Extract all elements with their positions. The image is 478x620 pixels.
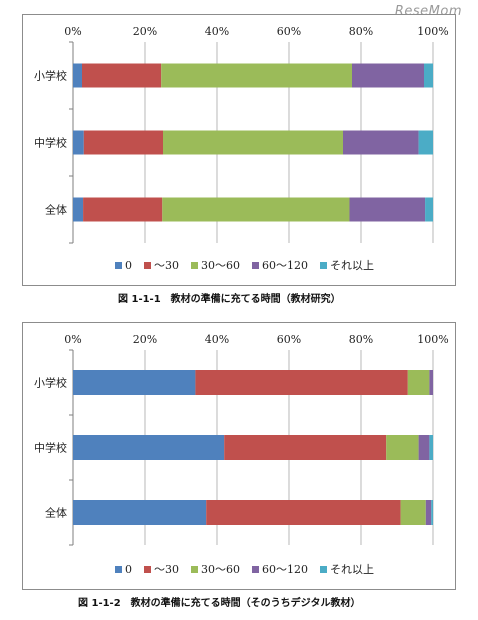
chart2-legend-label: 60～120 [262, 563, 308, 576]
chart1-caption: 図 1-1-1 教材の準備に充てる時間（教材研究） [118, 294, 341, 305]
chart-digital-material: 0% 20% 40% 60% 80% 100% 小学校中学校全体 0 ～30 30～60 60～12… [22, 322, 456, 590]
chart1-bar-segment [73, 130, 84, 155]
chart1-bar-segment [425, 197, 433, 222]
chart1-bar-segment [343, 130, 419, 155]
chart2-tick-label: 80% [349, 333, 373, 346]
chart2-legend-swatch [252, 566, 259, 573]
chart2-bar-segment [429, 435, 433, 460]
chart1-legend-swatch [320, 262, 327, 269]
chart2-bar-segment [429, 370, 433, 395]
chart-teaching-material-research: 0% 20% 40% 60% 80% 100% 小学校中学校全体 0 ～30 30～60 60～12… [22, 14, 456, 286]
chart1-bar-segment [418, 130, 433, 155]
chart2-tick-label: 0% [64, 333, 81, 346]
chart2-bar-segment [73, 435, 225, 460]
chart2-caption: 図 1-1-2 教材の準備に充てる時間（そのうちデジタル教材） [78, 598, 361, 609]
chart2-bar-segment [73, 500, 207, 525]
chart2-legend-label: 30～60 [201, 563, 240, 576]
chart2-bar-segment [431, 500, 433, 525]
chart1-bar-segment [349, 197, 426, 222]
chart1-tick-label: 0% [64, 25, 81, 38]
chart1-legend-swatch [191, 262, 198, 269]
chart1-bar-segment [82, 63, 162, 88]
chart1-tick-label: 100% [417, 25, 448, 38]
chart2-bar-segment [224, 435, 387, 460]
chart2-tick-label: 40% [205, 333, 229, 346]
chart2-legend-swatch [115, 566, 122, 573]
chart2-category-label: 全体 [45, 506, 67, 520]
chart2-legend-swatch [320, 566, 327, 573]
chart1-bar-segment [83, 197, 163, 222]
chart1-tick-label: 60% [277, 25, 301, 38]
chart1-category-label: 中学校 [34, 136, 67, 150]
chart1-bar-segment [424, 63, 433, 88]
chart1-category-label: 全体 [45, 203, 67, 217]
chart1-legend-label: それ以上 [330, 259, 374, 272]
chart1-bar-segment [161, 63, 352, 88]
chart1-legend-label: 30～60 [201, 259, 240, 272]
chart2-legend-swatch [144, 566, 151, 573]
chart1-legend-label: 0 [125, 259, 132, 272]
chart2-legend-label: ～30 [154, 563, 179, 576]
chart1-bar-segment [73, 63, 82, 88]
chart2-bar-segment [206, 500, 401, 525]
chart2-category-label: 中学校 [34, 441, 67, 455]
chart2-bar-segment [386, 435, 419, 460]
chart2-tick-label: 20% [133, 333, 157, 346]
chart1-tick-label: 20% [133, 25, 157, 38]
chart2-category-label: 小学校 [34, 376, 67, 390]
chart2-bar-segment [400, 500, 426, 525]
chart1-legend-label: ～30 [154, 259, 179, 272]
chart1-bar-segment [352, 63, 424, 88]
chart2-tick-label: 100% [417, 333, 448, 346]
chart1-bar-segment [83, 130, 163, 155]
chart2-legend-label: 0 [125, 563, 132, 576]
chart2-bar-segment [407, 370, 430, 395]
chart2-tick-label: 60% [277, 333, 301, 346]
chart2-bar-segment [425, 500, 432, 525]
chart2-legend-label: それ以上 [330, 563, 374, 576]
chart1-legend-swatch [144, 262, 151, 269]
chart1-bar-segment [163, 130, 343, 155]
chart1-bar-segment [73, 197, 84, 222]
chart1-category-label: 小学校 [34, 69, 67, 83]
chart1-legend-swatch [252, 262, 259, 269]
chart1-tick-label: 80% [349, 25, 373, 38]
chart2-bar-segment [195, 370, 408, 395]
chart2-bar-segment [418, 435, 430, 460]
chart2-legend-swatch [191, 566, 198, 573]
chart1-legend-label: 60～120 [262, 259, 308, 272]
chart2-bar-segment [73, 370, 196, 395]
chart1-bar-segment [162, 197, 350, 222]
chart1-legend-swatch [115, 262, 122, 269]
chart1-tick-label: 40% [205, 25, 229, 38]
